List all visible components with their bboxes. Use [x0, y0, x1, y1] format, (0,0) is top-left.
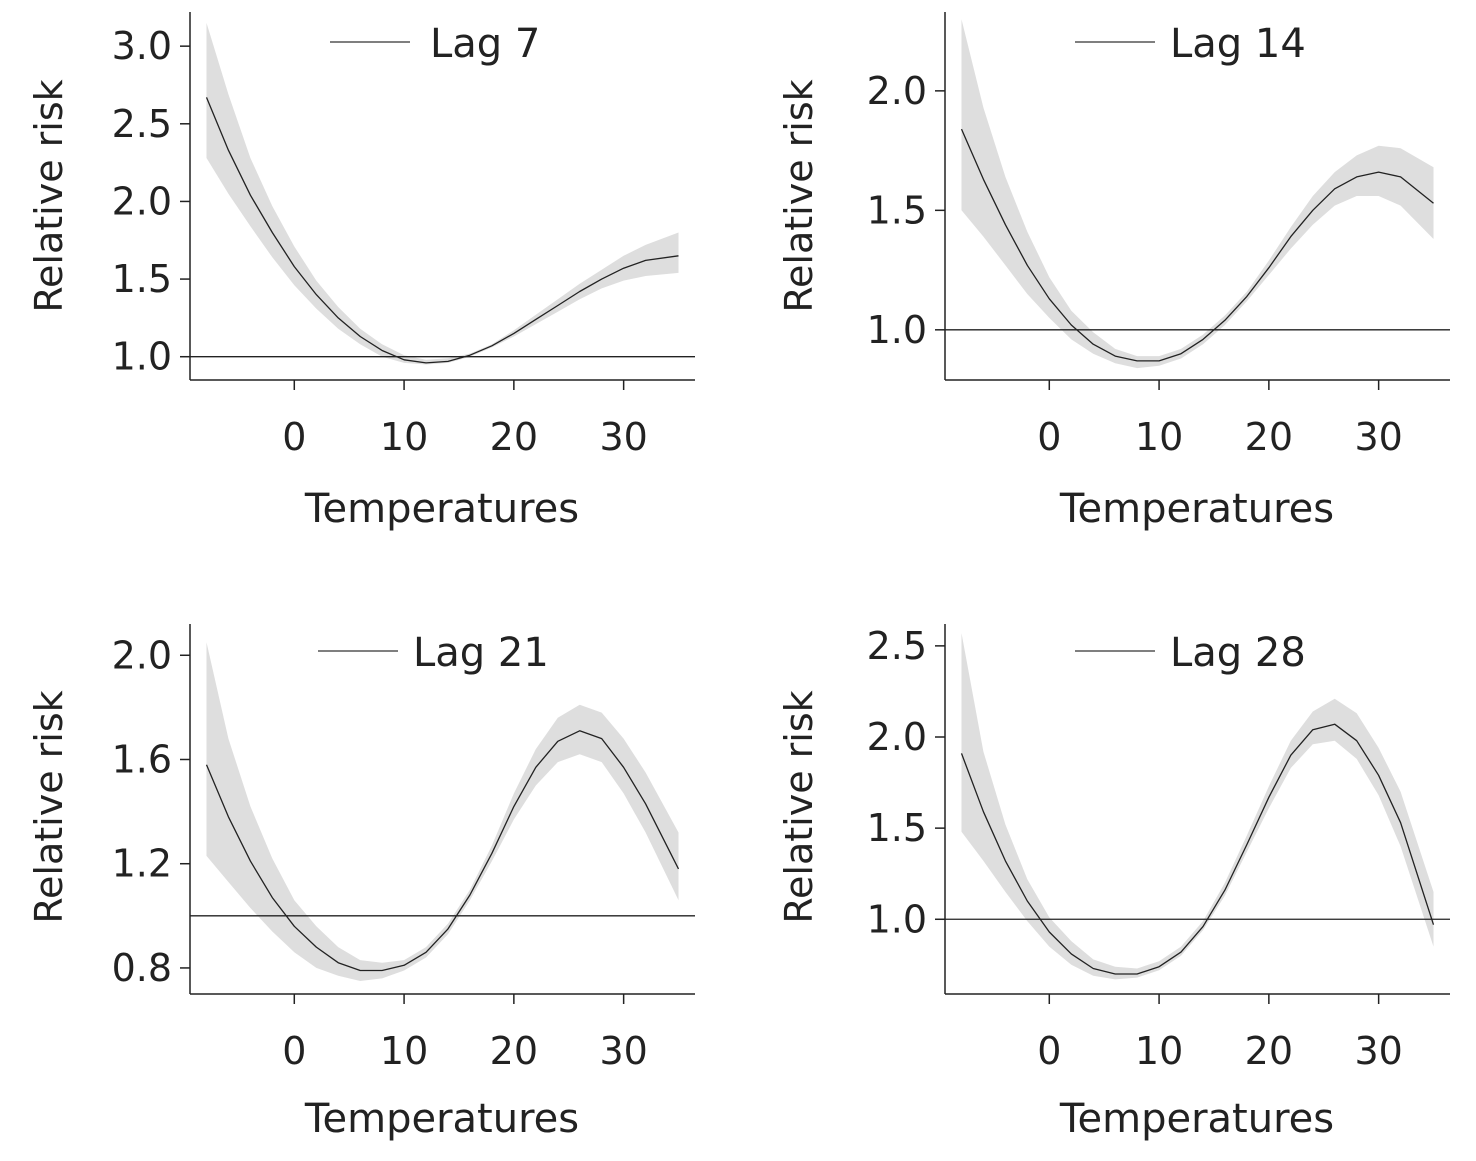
y-tick-label: 2.0 — [867, 715, 927, 759]
y-tick-label: 1.0 — [112, 335, 172, 379]
x-axis-label: Temperatures — [1059, 1096, 1334, 1142]
panel-lag-28: 1.0 1.5 2.0 2.5 0 10 20 30 Relative risk Temper… — [738, 580, 1476, 1161]
x-tick-label: 10 — [1135, 1029, 1183, 1073]
y-tick-label: 0.8 — [112, 946, 172, 990]
chart-lag-28: 1.0 1.5 2.0 2.5 0 10 20 30 Relative risk Temper… — [777, 624, 1450, 1142]
chart-lag-21: 0.8 1.2 1.6 2.0 0 10 20 30 Relative risk Temper… — [27, 624, 695, 1142]
x-tick-label: 10 — [1135, 415, 1183, 459]
panel-lag-14: 1.0 1.5 2.0 0 10 20 30 Relative risk Temperatu… — [738, 0, 1476, 580]
y-axis-label: Relative risk — [27, 690, 71, 923]
y-tick-label: 2.5 — [867, 624, 927, 668]
x-tick-label: 10 — [380, 415, 428, 459]
x-tick-label: 20 — [490, 1029, 538, 1073]
y-tick-label: 1.0 — [867, 897, 927, 941]
y-axis-label: Relative risk — [777, 690, 821, 923]
risk-curve — [205, 97, 679, 364]
x-tick-label: 20 — [1245, 415, 1293, 459]
y-tick-label: 2.0 — [867, 69, 927, 113]
x-tick-label: 10 — [380, 1029, 428, 1073]
chart-lag-14: 1.0 1.5 2.0 0 10 20 30 Relative risk Temperatu… — [777, 12, 1450, 532]
confidence-band — [961, 633, 1434, 980]
risk-curve — [960, 723, 1435, 975]
y-tick-label: 1.0 — [867, 308, 927, 352]
x-tick-label: 0 — [282, 1029, 306, 1073]
risk-curve — [205, 730, 680, 972]
panel-lag-7: 1.0 1.5 2.0 2.5 3.0 0 10 20 30 Relative risk Tem… — [0, 0, 738, 580]
confidence-band — [961, 19, 1434, 369]
y-tick-label: 1.6 — [112, 737, 172, 781]
x-axis-label: Temperatures — [304, 1096, 579, 1142]
y-axis-label: Relative risk — [777, 79, 821, 312]
legend-label: Lag 28 — [1170, 630, 1306, 676]
chart-lag-7: 1.0 1.5 2.0 2.5 3.0 0 10 20 30 Relative risk Tem… — [27, 12, 695, 532]
x-tick-label: 0 — [1037, 1029, 1061, 1073]
panel-lag-21: 0.8 1.2 1.6 2.0 0 10 20 30 Relative risk Temper… — [0, 580, 738, 1161]
x-tick-label: 30 — [599, 415, 647, 459]
x-tick-label: 20 — [1245, 1029, 1293, 1073]
legend-label: Lag 7 — [430, 21, 540, 67]
y-tick-label: 1.5 — [867, 188, 927, 232]
y-tick-label: 1.2 — [112, 842, 172, 886]
x-tick-label: 0 — [1037, 415, 1061, 459]
legend-label: Lag 14 — [1170, 21, 1306, 67]
y-tick-label: 2.0 — [112, 179, 172, 223]
y-tick-label: 2.0 — [112, 633, 172, 677]
x-tick-label: 0 — [282, 415, 306, 459]
x-tick-label: 30 — [1354, 1029, 1402, 1073]
risk-curve — [960, 128, 1434, 362]
x-tick-label: 30 — [599, 1029, 647, 1073]
x-axis-label: Temperatures — [1059, 486, 1334, 532]
confidence-band — [206, 642, 679, 981]
y-tick-label: 3.0 — [112, 24, 172, 68]
x-tick-label: 30 — [1354, 415, 1402, 459]
y-tick-label: 2.5 — [112, 102, 172, 146]
y-tick-label: 1.5 — [867, 806, 927, 850]
legend-label: Lag 21 — [413, 630, 549, 676]
y-tick-label: 1.5 — [112, 257, 172, 301]
confidence-band — [206, 22, 679, 365]
y-axis-label: Relative risk — [27, 79, 71, 312]
x-tick-label: 20 — [490, 415, 538, 459]
x-axis-label: Temperatures — [304, 486, 579, 532]
